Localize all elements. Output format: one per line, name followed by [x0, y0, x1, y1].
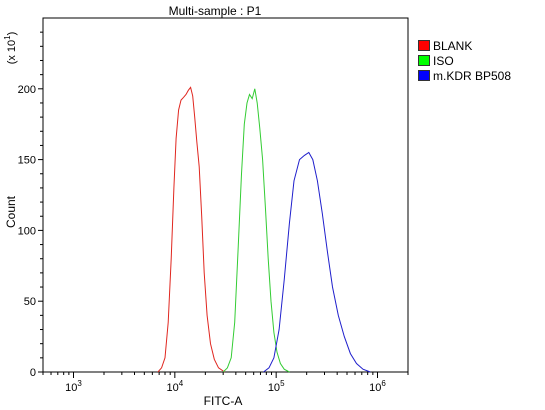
y-multiplier-prefix: (x 10	[6, 40, 18, 64]
y-multiplier-exp: 1	[3, 35, 12, 40]
plot-frame	[42, 17, 409, 373]
x-tick-label: 103	[65, 379, 82, 394]
legend-item: m.KDR BP508	[418, 68, 511, 83]
legend-swatch	[418, 70, 430, 81]
legend-label: BLANK	[433, 38, 473, 53]
series-lines	[157, 86, 371, 373]
axes: 0 50 100 150 200 103 104 105 106	[18, 17, 409, 394]
series-line-blank	[157, 86, 225, 373]
x-tick-label: 106	[369, 379, 386, 394]
legend-swatch	[418, 55, 430, 66]
series-line-m-kdr-bp508	[263, 151, 371, 373]
x-tick-label: 105	[268, 379, 285, 394]
legend-swatch	[418, 40, 430, 51]
y-axis-multiplier: (x 101)	[3, 32, 18, 65]
legend-item: BLANK	[418, 38, 511, 53]
legend-label: ISO	[433, 53, 454, 68]
x-axis-label: FITC-A	[204, 394, 243, 408]
series-line-iso	[222, 88, 290, 373]
legend-label: m.KDR BP508	[433, 68, 512, 83]
y-tick-label: 150	[18, 155, 36, 167]
x-tick-label: 104	[166, 379, 183, 394]
chart-title: Multi-sample : P1	[169, 4, 262, 18]
y-tick-label: 200	[18, 84, 36, 96]
svg-text:(x 101): (x 101)	[3, 32, 18, 65]
y-tick-label: 100	[18, 225, 36, 237]
y-tick-label: 50	[24, 296, 36, 308]
legend: BLANK ISO m.KDR BP508	[418, 38, 511, 83]
y-axis-label: Count	[4, 195, 18, 228]
y-multiplier-close: )	[6, 32, 18, 36]
y-tick-label: 0	[30, 367, 36, 379]
legend-item: ISO	[418, 53, 511, 68]
